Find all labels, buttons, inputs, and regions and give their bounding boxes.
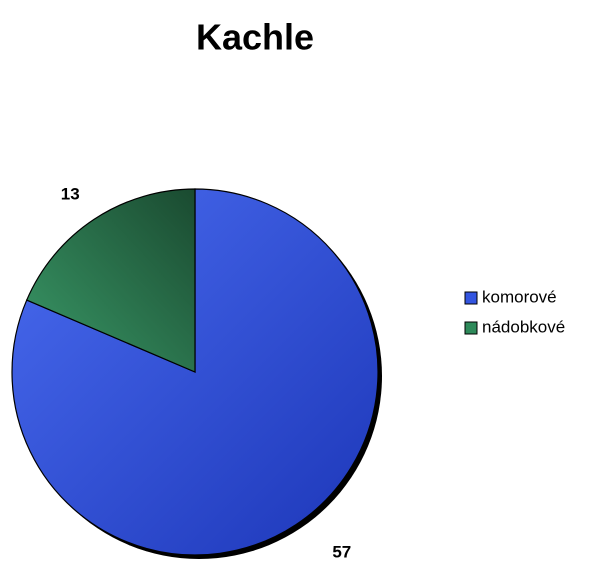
legend-swatch	[464, 321, 478, 335]
chart-title: Kachle	[196, 17, 314, 58]
legend-label: nádobkové	[482, 317, 565, 336]
data-label: 13	[61, 185, 80, 204]
legend-label: komorové	[482, 287, 557, 306]
pie-slice	[25, 188, 196, 373]
data-label: 57	[332, 542, 351, 560]
legend-swatch	[464, 291, 478, 305]
